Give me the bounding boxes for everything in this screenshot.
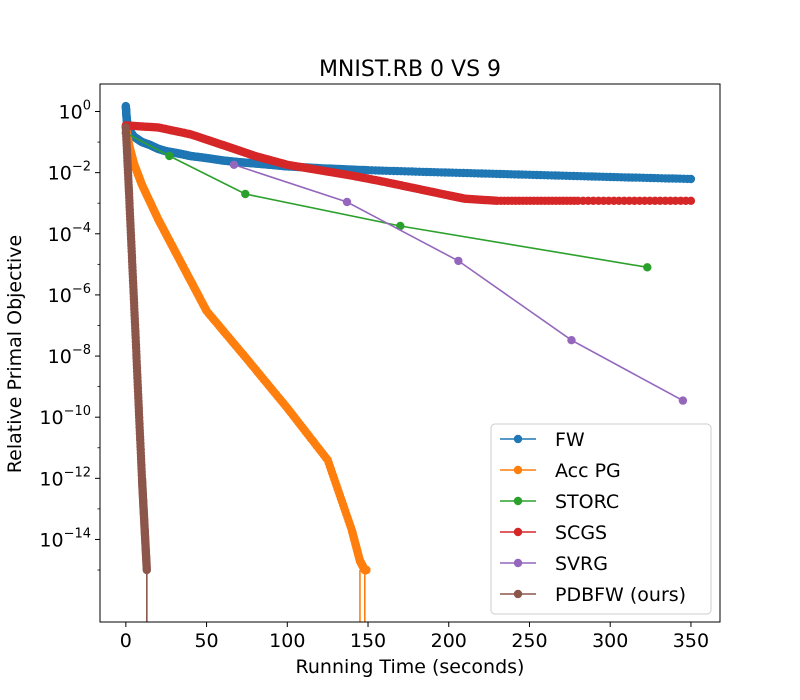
y-tick-label: 10−10 <box>39 404 91 429</box>
x-axis: 0 50 100 150 200 250 300 350 <box>120 622 709 652</box>
series-scgs <box>121 121 696 205</box>
legend: FW Acc PG STORC SCGS SVRG PDBFW (ours) <box>490 423 712 615</box>
legend-entry: FW <box>500 429 585 451</box>
legend-marker <box>513 434 523 444</box>
y-tick-label: 10−6 <box>48 282 91 307</box>
x-tick-label: 50 <box>194 630 218 652</box>
data-point <box>142 565 151 575</box>
y-axis: 100 10−2 10−4 10−6 10−8 10−10 10−12 10−14 <box>39 99 100 571</box>
legend-label: STORC <box>555 491 619 513</box>
y-tick-label: 10−14 <box>39 526 91 551</box>
chart-title: MNIST.RB 0 VS 9 <box>319 57 501 82</box>
y-tick-label: 10−8 <box>48 343 91 368</box>
legend-label: SCGS <box>555 522 607 544</box>
legend-label: Acc PG <box>555 460 621 482</box>
data-point <box>567 336 576 345</box>
legend-entry: SCGS <box>500 522 607 544</box>
x-tick-label: 200 <box>431 630 467 652</box>
x-tick-label: 350 <box>673 630 709 652</box>
data-point <box>678 396 688 405</box>
y-tick-label: 100 <box>59 99 91 124</box>
data-point <box>396 221 405 231</box>
y-tick-label: 10−12 <box>39 465 91 490</box>
data-point <box>229 160 239 169</box>
data-point <box>362 565 371 575</box>
legend-entry: Acc PG <box>500 460 621 482</box>
x-tick-label: 150 <box>350 630 386 652</box>
series-acc-pg <box>121 123 371 622</box>
legend-marker <box>513 589 523 599</box>
legend-label: SVRG <box>555 553 608 575</box>
legend-entry: PDBFW (ours) <box>500 584 686 606</box>
data-point <box>342 197 352 207</box>
legend-label: PDBFW (ours) <box>555 584 686 606</box>
legend-marker <box>513 465 523 475</box>
data-point <box>686 196 696 205</box>
data-point <box>165 151 174 161</box>
data-point <box>686 174 696 184</box>
series-svrg <box>229 160 688 405</box>
x-tick-label: 0 <box>120 630 132 652</box>
plot-frame <box>99 83 721 623</box>
series-pdbfw-ours <box>121 123 151 622</box>
legend-label: FW <box>555 429 585 451</box>
legend-entry: SVRG <box>500 553 608 575</box>
legend-marker <box>513 558 523 568</box>
legend-frame <box>490 423 712 615</box>
data-point <box>643 263 652 272</box>
legend-entry: STORC <box>500 491 619 513</box>
x-tick-label: 300 <box>592 630 628 652</box>
y-tick-label: 10−2 <box>48 160 91 185</box>
legend-marker <box>513 496 523 506</box>
data-point <box>241 189 250 199</box>
x-axis-label: Running Time (seconds) <box>296 656 525 678</box>
y-tick-label: 10−4 <box>48 221 91 246</box>
y-axis-label: Relative Primal Objective <box>4 235 26 473</box>
data-point <box>454 256 463 266</box>
legend-marker <box>513 527 523 537</box>
x-tick-label: 100 <box>269 630 305 652</box>
x-tick-label: 250 <box>511 630 547 652</box>
